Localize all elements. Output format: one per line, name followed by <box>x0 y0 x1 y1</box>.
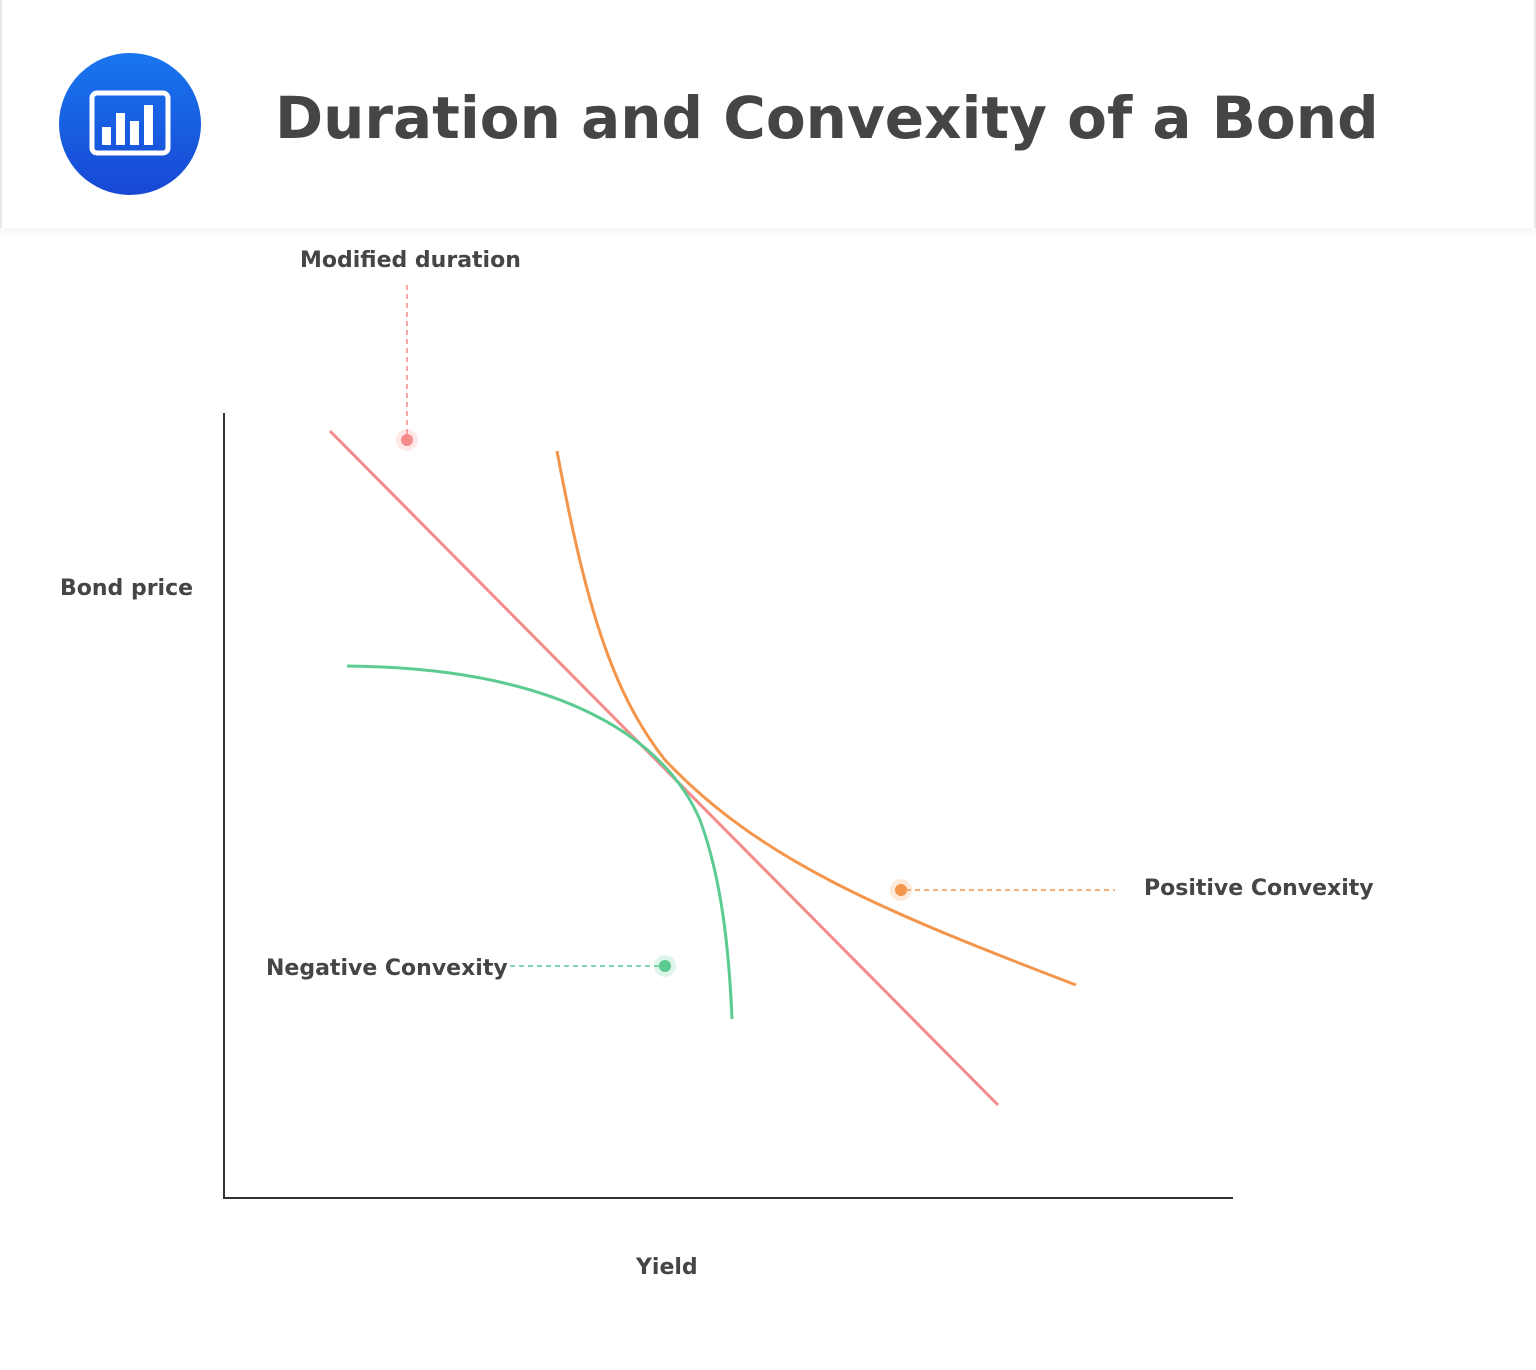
bar-chart-icon <box>59 53 201 195</box>
header-border-left <box>0 0 2 228</box>
positive-convexity-label: Positive Convexity <box>1144 876 1374 901</box>
x-axis-label: Yield <box>636 1255 698 1280</box>
negative-convexity-curve <box>346 664 734 1020</box>
modified-duration-line <box>328 429 1000 1107</box>
bar-chart-glyph <box>89 90 171 156</box>
negative-convexity-label: Negative Convexity <box>266 956 508 981</box>
header-banner: Duration and Convexity of a Bond <box>0 0 1536 228</box>
positive-convexity-curve <box>555 450 1077 987</box>
header-border-right <box>1534 0 1536 228</box>
page-title: Duration and Convexity of a Bond <box>275 84 1379 152</box>
negative-convexity-marker <box>659 960 671 972</box>
modified-duration-marker <box>401 434 413 446</box>
positive-convexity-marker <box>895 884 907 896</box>
y-axis-label: Bond price <box>60 576 194 601</box>
modified-duration-label: Modified duration <box>300 248 521 273</box>
